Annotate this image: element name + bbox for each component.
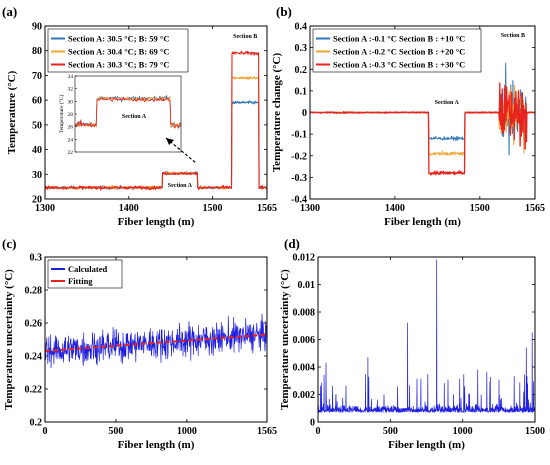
legend-label: Section A :-0.1 °C Section B : +10 °C [333,34,465,44]
y-axis-label: Temperature uncertainty (°C) [3,269,15,410]
section-a-annotation: Section A [168,183,193,189]
x-tick-label: 0 [43,426,48,437]
section-b-annotation: Section B [501,33,525,39]
inset-tick-label: 32 [68,87,74,93]
x-tick-label: 1300 [300,203,320,214]
inset-tick-label: 30 [68,99,74,105]
y-tick-label: 30 [32,170,42,181]
legend: Calculated Fitting [47,259,123,289]
y-tick-label: 20 [32,195,42,206]
uncertainty-line [317,259,536,413]
legend-label: Section A: 30.5 °C; B: 59 °C [68,34,169,44]
legend-label: Section A :-0.3 °C Section B : +30 °C [333,60,465,70]
panel-letter: (a) [2,4,17,19]
series-line [309,82,536,176]
x-axis-label: Fiber length (m) [118,216,195,228]
y-axis-label: Temperature uncertainty (°C) [279,269,291,410]
inset-series-line [74,97,182,129]
y-tick-label: 0.008 [293,308,316,319]
y-tick-label: 0.2 [295,65,308,76]
y-tick-label: 0.3 [295,43,308,54]
legend-label: Section A :-0.2 °C Section B : +20 °C [333,47,465,57]
y-tick-label: 0 [302,108,307,119]
x-tick-label: 1000 [177,426,197,437]
panel-letter: (c) [2,236,16,251]
inset-y-label: Temperature (°C) [58,95,65,134]
section-a-annotation: Section A [435,100,460,106]
legend-label: Calculated [68,264,107,274]
x-tick-label: 1565 [257,203,277,214]
legend: Section A :-0.1 °C Section B : +10 °C Sec… [312,28,482,73]
y-axis-label: Temperature change (°C) [271,53,283,173]
y-tick-label: 0.4 [295,22,308,33]
x-tick-label: 1400 [385,203,405,214]
y-tick-label: -0.4 [291,195,307,206]
y-tick-label: 90 [32,22,42,33]
y-tick-label: 50 [32,120,42,131]
y-tick-label: 0.26 [25,319,43,330]
legend-box [47,28,189,73]
plot-frame [44,25,268,200]
inset-annotation: Section A [122,114,147,120]
inset-background [57,74,185,156]
y-tick-label: 40 [32,145,42,156]
x-tick-label: 1500 [203,203,223,214]
panel-letter: (d) [284,236,300,251]
fitting-line [44,333,268,353]
inset-tick-label: 28 [68,112,74,118]
series-line [44,50,268,191]
plot-frame [317,256,536,423]
x-axis-label: Fiber length (m) [384,216,461,228]
legend-box [312,28,482,73]
y-tick-label: 0.28 [25,286,43,297]
plot-frame [309,25,536,200]
y-tick-label: -0.3 [291,173,307,184]
y-tick-label: -0.2 [291,151,307,162]
x-axis-label: Fiber length (m) [388,439,465,451]
y-tick-label: 0.012 [293,253,316,264]
x-tick-label: 1400 [119,203,139,214]
y-tick-label: 0.006 [293,335,316,346]
inset-tick-label: 26 [68,125,74,131]
x-tick-label: 1000 [453,426,473,437]
plot-frame [44,256,268,423]
y-tick-label: 80 [32,46,42,57]
x-tick-label: 500 [108,426,123,437]
y-tick-label: 0.22 [25,385,43,396]
inset-tick-label: 24 [68,137,74,143]
y-tick-label: 0.3 [30,253,43,264]
y-tick-label: 70 [32,71,42,82]
y-tick-label: 0.2 [30,418,43,429]
y-tick-label: 0.24 [25,352,43,363]
y-tick-label: 0.01 [298,280,316,291]
panel-letter: (b) [276,4,292,19]
y-tick-label: 0 [310,418,315,429]
x-tick-label: 1565 [525,203,545,214]
x-tick-label: 1500 [470,203,490,214]
legend-label: Fitting [68,276,93,286]
legend-box [47,259,123,289]
y-tick-label: 60 [32,96,42,107]
y-tick-label: 0.1 [295,86,308,97]
x-axis-label: Fiber length (m) [118,439,195,451]
y-tick-label: -0.1 [291,130,307,141]
y-tick-label: 0.002 [293,390,316,401]
inset-tick-label: 22 [68,150,74,156]
x-tick-label: 1565 [257,426,277,437]
legend-label: Section A: 30.4 °C; B: 69 °C [68,47,169,57]
x-tick-label: 1500 [525,426,545,437]
y-tick-label: 0.004 [293,363,316,374]
inset-tick-label: 34 [68,74,74,80]
legend-label: Section A: 30.3 °C; B: 79 °C [68,60,169,70]
calculated-line [44,313,268,369]
x-tick-label: 0 [316,426,321,437]
zoom-arrow-head [166,138,174,145]
section-b-annotation: Section B [233,34,257,40]
y-axis-label: Temperature (°C) [6,70,18,154]
x-tick-label: 500 [383,426,398,437]
x-tick-label: 1300 [35,203,55,214]
legend: Section A: 30.5 °C; B: 59 °C Section A: 3… [47,28,189,73]
